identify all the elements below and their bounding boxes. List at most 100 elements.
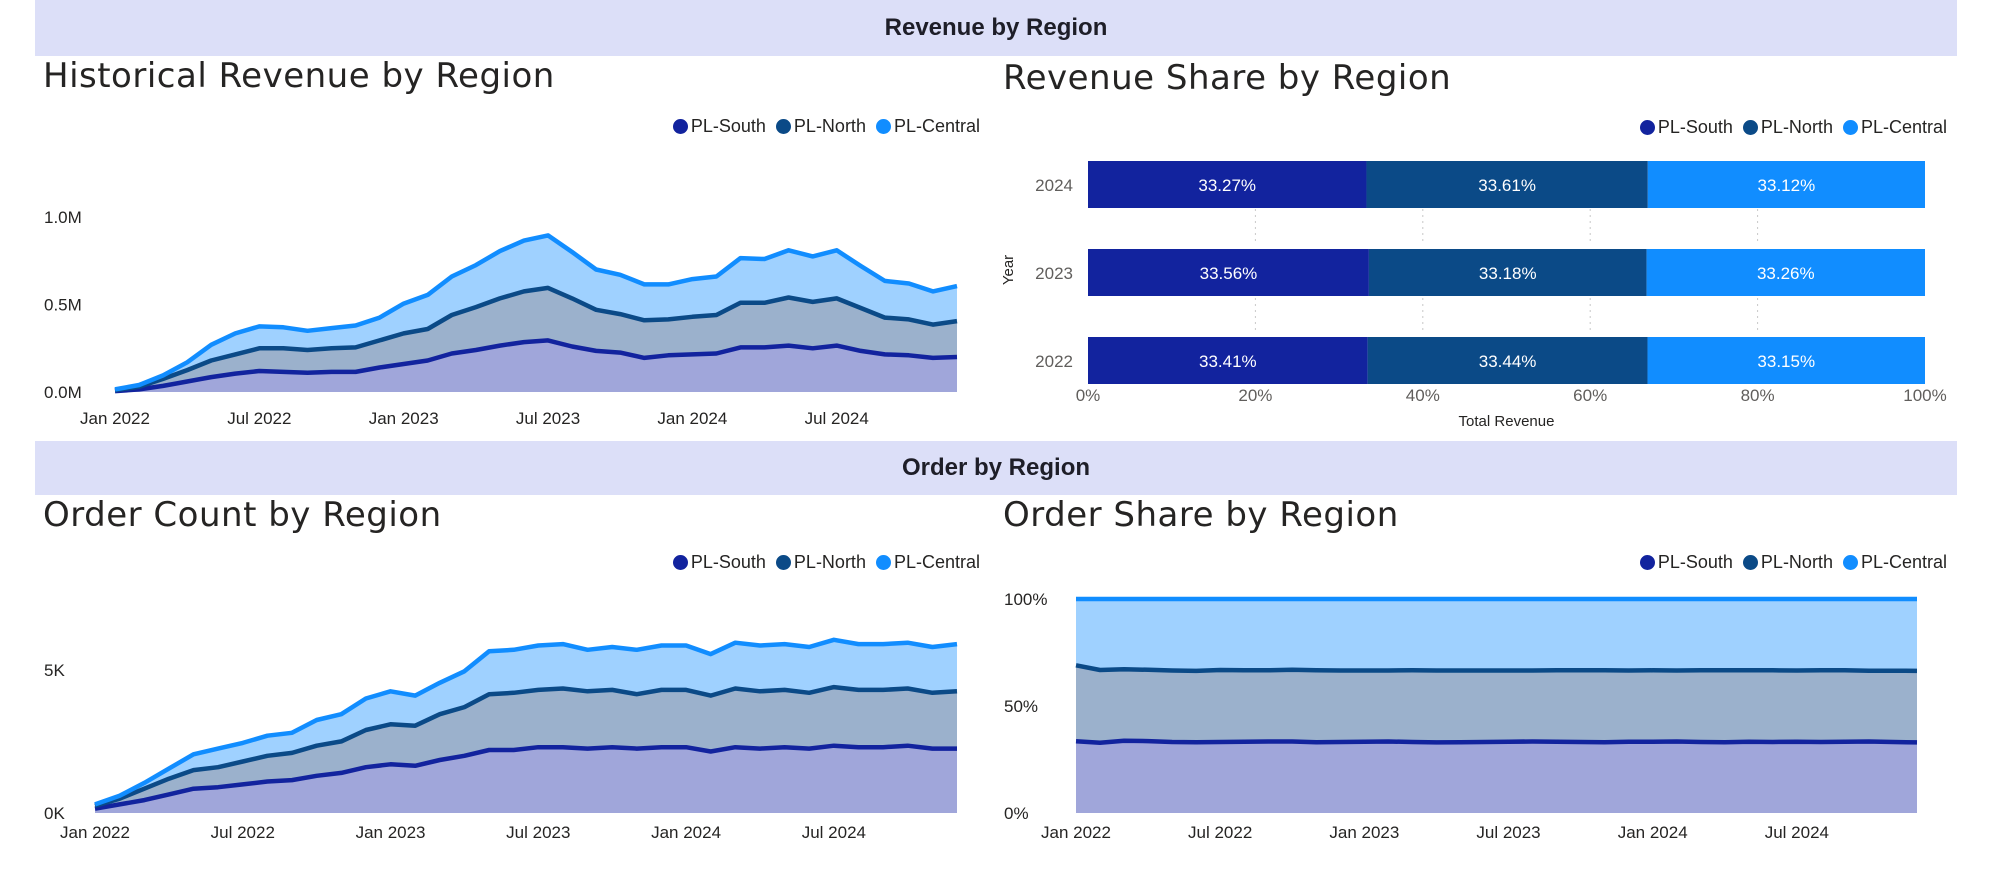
legend[interactable]: PL-South PL-North PL-Central [1639, 552, 1947, 573]
legend-label: PL-Central [1860, 117, 1947, 137]
x-tick-label: Jan 2024 [1618, 823, 1688, 842]
x-tick-label: 100% [1903, 386, 1946, 405]
legend-item[interactable]: PL-North [775, 552, 866, 573]
bar-segment-pl-north [1366, 161, 1648, 208]
chart-title: Order Share by Region [1003, 495, 1399, 535]
data-label: 33.15% [1757, 352, 1815, 371]
legend-item[interactable]: PL-North [1742, 117, 1833, 138]
x-tick-label: Jul 2024 [1765, 823, 1829, 842]
data-label: 33.26% [1757, 264, 1815, 283]
y-tick-label: 5K [44, 661, 65, 680]
legend-item[interactable]: PL-South [672, 116, 766, 137]
data-label: 33.61% [1478, 176, 1536, 195]
chart-title: Historical Revenue by Region [43, 56, 555, 96]
x-tick-label: Jul 2024 [805, 409, 869, 428]
y-tick-label: 0.5M [44, 296, 82, 315]
legend-label: PL-South [690, 116, 766, 136]
series-line-pl-north [1075, 663, 1918, 674]
area-fill-pl-central [1076, 599, 1917, 671]
x-tick-label: Jan 2023 [369, 409, 439, 428]
legend-marker [875, 119, 891, 134]
order-count-chart[interactable]: Order Count by Region PL-South PL-North PL… [35, 495, 990, 865]
legend-label: PL-North [1760, 552, 1833, 572]
legend-marker [775, 119, 791, 134]
series-line-pl-south [1075, 738, 1918, 746]
series-line-pl-south [114, 338, 958, 394]
legend-item[interactable]: PL-South [1639, 552, 1733, 573]
legend-marker [672, 119, 688, 134]
y-tick-label: 100% [1004, 590, 1047, 609]
x-tick-label: Jul 2024 [802, 823, 866, 842]
x-tick-label: Jul 2023 [506, 823, 570, 842]
x-tick-label: Jan 2024 [657, 409, 727, 428]
revenue-share-chart[interactable]: Revenue Share by Region PL-South PL-North… [995, 56, 1957, 441]
area-fill-pl-central [115, 235, 957, 391]
legend-item[interactable]: PL-Central [875, 116, 980, 137]
x-axis-title: Total Revenue [1459, 413, 1555, 430]
chart-title: Revenue Share by Region [1003, 58, 1452, 98]
order-share-chart[interactable]: Order Share by Region PL-South PL-North PL… [995, 495, 1957, 865]
chart-plot: 0% 50% 100% Jan 2022 Jul 2022 Jan 2023 Jul 202… [1004, 590, 1918, 842]
area-fill-pl-south [115, 340, 957, 392]
legend-item[interactable]: PL-Central [1842, 552, 1947, 573]
chart-title: Order Count by Region [43, 495, 442, 535]
chart-plot: 0.0M 0.5M 1.0M Jan 2022 Jul 2022 Jan 2023 Jul … [44, 208, 958, 428]
data-label: 33.56% [1200, 264, 1258, 283]
historical-revenue-chart[interactable]: Historical Revenue by Region PL-South PL-… [35, 56, 990, 436]
legend-label: PL-North [793, 552, 866, 572]
area-fill-pl-south [95, 745, 957, 813]
series-line-pl-south [94, 743, 957, 811]
x-tick-label: 20% [1238, 386, 1272, 405]
legend-item[interactable]: PL-South [672, 552, 766, 573]
legend-marker [1639, 120, 1655, 135]
bar-segment-pl-south [1088, 337, 1368, 384]
legend[interactable]: PL-South PL-North PL-Central [672, 552, 980, 573]
legend[interactable]: PL-South PL-North PL-Central [1639, 117, 1947, 138]
y-tick-label: 0K [44, 804, 65, 823]
legend-label: PL-South [1657, 117, 1733, 137]
legend[interactable]: PL-South PL-North PL-Central [672, 116, 980, 137]
x-tick-label: Jan 2023 [356, 823, 426, 842]
order-section-header: Order by Region [35, 441, 1957, 495]
legend-label: PL-North [1760, 117, 1833, 137]
bar-segment-pl-south [1088, 161, 1367, 208]
legend-label: PL-South [1657, 552, 1733, 572]
bar-segment-pl-north [1368, 249, 1647, 296]
legend-marker [875, 555, 891, 570]
x-tick-label: Jul 2023 [516, 409, 580, 428]
legend-marker [1742, 555, 1758, 570]
area-fill-pl-central [95, 639, 957, 806]
legend-marker [1742, 120, 1758, 135]
x-tick-label: Jan 2022 [80, 409, 150, 428]
bar-segment-pl-south [1088, 249, 1369, 296]
series-line-pl-north [94, 684, 958, 808]
x-tick-label: 60% [1573, 386, 1607, 405]
legend-marker [1842, 555, 1858, 570]
legend-label: PL-Central [893, 116, 980, 136]
legend-marker [1842, 120, 1858, 135]
legend-item[interactable]: PL-South [1639, 117, 1733, 138]
series-line-pl-north [114, 285, 958, 393]
legend-item[interactable]: PL-North [1742, 552, 1833, 573]
bar-segment-pl-central [1646, 249, 1925, 296]
chart-plot: 0K 5K Jan 2022 Jul 2022 Jan 2023 Jul 2023 Jan … [44, 637, 958, 842]
x-tick-label: Jan 2024 [651, 823, 721, 842]
legend-item[interactable]: PL-North [775, 116, 866, 137]
chart-plot: 33.27% 33.61% 33.12% 2024 33.56% 33.18% 33.26%… [1000, 161, 1947, 430]
bar-segment-pl-central [1647, 337, 1925, 384]
y-tick-label: 0% [1004, 804, 1029, 823]
legend-item[interactable]: PL-Central [1842, 117, 1947, 138]
y-tick-label: 2024 [1035, 176, 1073, 195]
bar-segment-pl-central [1647, 161, 1925, 208]
x-tick-label: 0% [1076, 386, 1101, 405]
legend-marker [1639, 555, 1655, 570]
legend-item[interactable]: PL-Central [875, 552, 980, 573]
legend-marker [672, 555, 688, 570]
x-tick-label: Jul 2022 [211, 823, 275, 842]
y-axis-title: Year [1000, 255, 1017, 285]
x-tick-label: Jan 2023 [1329, 823, 1399, 842]
series-line-pl-central [94, 637, 958, 807]
x-tick-label: 40% [1406, 386, 1440, 405]
revenue-section-title: Revenue by Region [884, 14, 1108, 41]
series-line-pl-central [114, 233, 958, 392]
